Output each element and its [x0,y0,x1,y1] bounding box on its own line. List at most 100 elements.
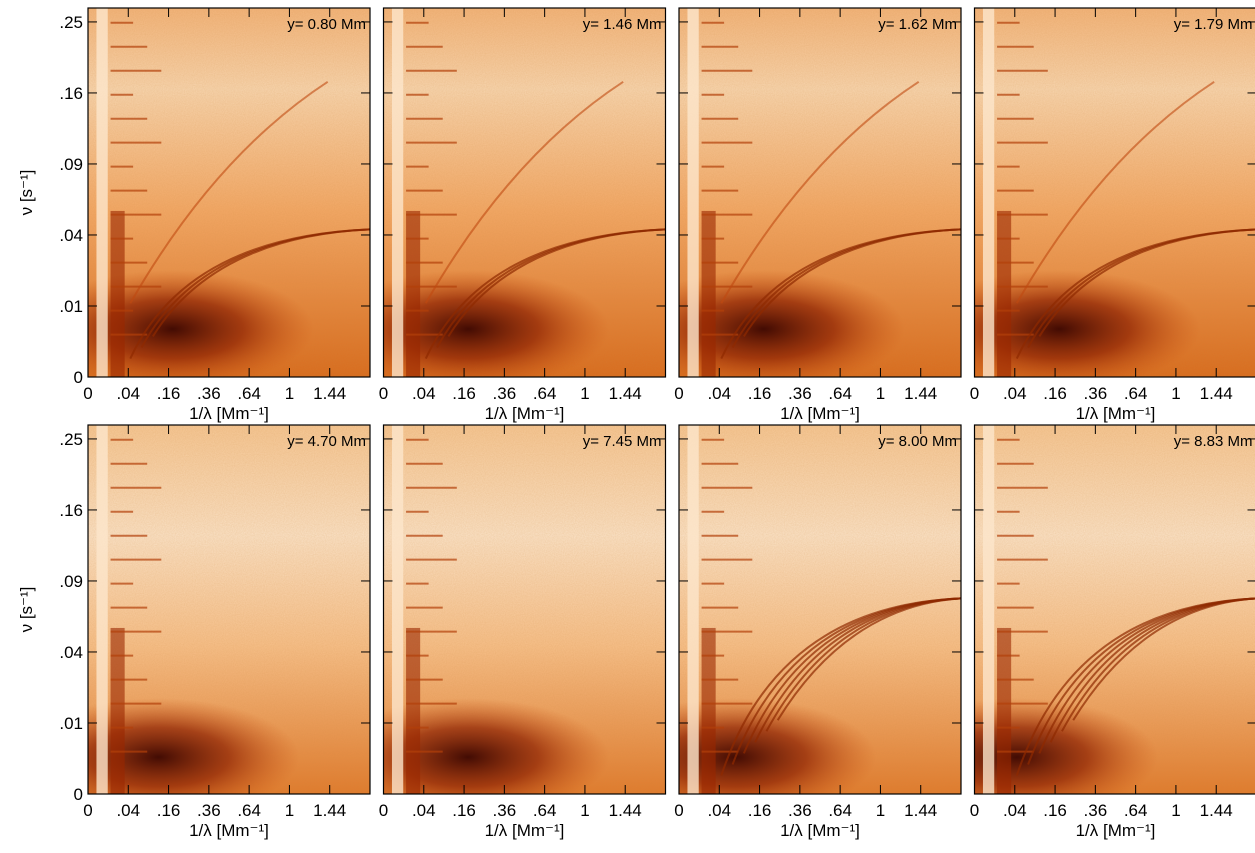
heatmap [679,8,961,377]
dark-region [974,698,1158,794]
x-tick-label: .36 [197,801,221,820]
x-tick-label: .16 [1043,384,1067,403]
ridge [776,597,961,721]
x-axis-label: 1/λ [Mm⁻¹] [780,821,860,840]
panel: y= 7.45 Mm 0 .04 .16 .36 .64 1 1.44 1/λ [Mm⁻¹] [379,424,667,840]
panel: y= 1.79 Mm 0 .04 .16 .36 .64 1 1.44 1/λ [Mm⁻¹] [970,7,1255,423]
x-tick-label: .16 [452,384,476,403]
x-tick-label: 0 [674,384,683,403]
x-tick-label: .36 [1084,384,1108,403]
x-tick-label: .04 [412,801,436,820]
panel: y= 8.83 Mm 0 .04 .16 .36 .64 1 1.44 1/λ [Mm⁻¹] [970,424,1255,840]
left-bar [110,210,125,377]
left-stripe [391,425,404,794]
x-tick-label: 1.44 [609,384,642,403]
x-tick-label: .16 [748,801,772,820]
left-bar [701,627,716,794]
x-tick-label: 0 [83,384,92,403]
heatmap [88,8,370,377]
ridge [152,228,370,337]
x-axis-label: 1/λ [Mm⁻¹] [485,821,565,840]
left-bar [406,210,421,377]
x-tick-label: .36 [197,384,221,403]
x-tick-label: .36 [493,384,517,403]
left-stripe [96,425,108,794]
x-tick-label: 1 [285,801,294,820]
x-tick-label: 1 [580,384,589,403]
y-axis-label: ν [s⁻¹] [17,170,36,216]
upper-ridge [1015,80,1215,304]
x-tick-label: .64 [237,801,261,820]
plot-frame [973,424,1255,795]
left-stripe [982,8,995,377]
dark-region [88,270,314,377]
upper-ridge [129,80,329,304]
x-tick-label: 1.44 [904,384,937,403]
left-stripe [391,8,404,377]
x-tick-label: .04 [1003,384,1027,403]
x-tick-label: 0 [674,801,683,820]
x-tick-label: 1 [580,801,589,820]
x-tick-label: 1 [285,384,294,403]
heatmap [974,8,1255,377]
ridge [1072,597,1255,721]
left-bar [701,210,716,377]
x-tick-label: 1.44 [313,801,346,820]
left-stripe [96,8,108,377]
x-tick-label: 0 [379,801,388,820]
x-tick-label: .36 [788,384,812,403]
left-bar [997,210,1012,377]
x-axis-label: 1/λ [Mm⁻¹] [189,404,269,423]
x-tick-label: .64 [237,384,261,403]
x-tick-label: .64 [533,384,557,403]
y-tick-label: .16 [59,84,83,103]
dark-region [974,270,1201,377]
x-tick-label: .04 [116,801,140,820]
x-axis-label: 1/λ [Mm⁻¹] [189,821,269,840]
dark-region [88,698,300,794]
x-axis-label: 1/λ [Mm⁻¹] [780,404,860,423]
panel-annotation: y= 7.45 Mm [583,433,662,450]
heatmap [974,425,1255,794]
x-axis-label: 1/λ [Mm⁻¹] [1076,404,1156,423]
heatmap [383,8,666,377]
x-axis-label: 1/λ [Mm⁻¹] [1076,821,1156,840]
panel: y= 1.62 Mm 0 .04 .16 .36 .64 1 1.44 1/λ [Mm⁻¹] [674,7,962,423]
x-tick-label: .36 [493,801,517,820]
x-tick-label: 1 [876,801,885,820]
left-bar [406,627,421,794]
panel-annotation: y= 8.00 Mm [878,433,957,450]
x-tick-label: .64 [533,801,557,820]
x-tick-label: .16 [157,801,181,820]
plot-frame [678,7,962,378]
panel: y= 4.70 Mm 0 .04 .16 .36 .64 1 1.44 1/λ [Mm⁻¹] 0.… [17,424,371,840]
y-tick-label: .04 [59,643,83,662]
plot-frame [382,7,667,378]
y-tick-label: .01 [59,714,83,733]
x-tick-label: 1 [1171,384,1180,403]
y-tick-label: .09 [59,155,83,174]
y-axis-label: ν [s⁻¹] [17,587,36,633]
x-tick-label: 1.44 [904,801,937,820]
x-tick-label: .64 [1124,801,1148,820]
y-tick-label: .25 [59,13,83,32]
panel: y= 0.80 Mm 0 .04 .16 .36 .64 1 1.44 1/λ [Mm⁻¹] 0.… [17,7,371,423]
ridge [743,228,961,337]
x-tick-label: .04 [116,384,140,403]
y-tick-label: .09 [59,572,83,591]
x-tick-label: 0 [970,801,979,820]
upper-ridge [424,80,624,304]
left-bar [110,627,125,794]
y-tick-label: 0 [74,785,83,804]
x-tick-label: .36 [788,801,812,820]
dark-region [679,698,877,794]
x-tick-label: .64 [1124,384,1148,403]
dark-region [679,270,905,377]
heatmap [88,425,370,794]
x-tick-label: 1 [1171,801,1180,820]
panel-annotation: y= 0.80 Mm [287,16,366,33]
x-tick-label: .16 [748,384,772,403]
x-tick-label: .04 [412,384,436,403]
heatmap [383,425,666,794]
